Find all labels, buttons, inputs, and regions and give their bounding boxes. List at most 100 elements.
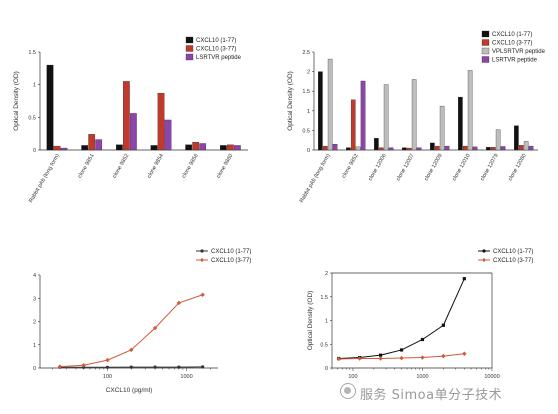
y-tick-label: 0 (33, 366, 36, 372)
bar (53, 145, 61, 151)
bar (192, 142, 200, 151)
bar (458, 96, 463, 151)
bar (227, 144, 234, 151)
data-point (420, 337, 425, 342)
bar (46, 64, 54, 151)
bar (157, 93, 165, 151)
legend-swatch (185, 36, 194, 44)
x-tick-label: clone 12010 (452, 153, 472, 182)
y-tick-label: 2 (307, 70, 310, 76)
data-point (129, 347, 134, 353)
data-point (105, 357, 110, 363)
x-tick-label: clone 9851 (77, 153, 96, 179)
bar-chart-1: 0 0.5 1 1.5 Optical Density (OD) Rabbit pAb (… (13, 36, 248, 204)
bar (150, 145, 158, 151)
bar (402, 147, 407, 151)
x-tick-label: 1000 (416, 374, 428, 380)
x-tick-label: clone 12009 (424, 153, 444, 182)
data-point (105, 365, 110, 369)
bar (60, 147, 68, 151)
x-tick-label: clone 12080 (508, 153, 528, 182)
line-chart-2: 0 0.5 1 1.5 2 100 1000 10000 Optical Density (OD… (307, 249, 533, 380)
bar (185, 144, 193, 151)
x-tick-label: clone 9860 (216, 153, 235, 179)
series-line (59, 294, 203, 368)
wechat-bubble-icon (340, 383, 356, 399)
legend-label: CXCL10 (1-77) (492, 32, 532, 38)
y-tick-label: 0.5 (320, 342, 328, 348)
x-axis-label: CXCL10 (pg/ml) (106, 387, 153, 394)
y-tick-label: 1 (33, 83, 36, 89)
bar (355, 146, 361, 151)
legend-label: CXCL10 (3-77) (492, 41, 532, 47)
data-point (441, 323, 445, 327)
data-point (153, 365, 157, 369)
data-point (462, 277, 466, 281)
legend-label: CXCL10 (1-77) (196, 38, 236, 44)
legend-label: CXCL10 (1-77) (493, 249, 533, 255)
legend-marker (200, 249, 204, 253)
bar (88, 134, 96, 151)
y-tick-label: 0.5 (302, 128, 310, 134)
y-tick-label: 0 (325, 366, 328, 372)
watermark-text: 服务 Simoa单分子技术 (360, 388, 503, 403)
x-tick-label: clone 12006 (368, 153, 388, 182)
bar (500, 146, 506, 151)
bar (472, 146, 478, 151)
data-point (200, 292, 205, 297)
y-tick-label: 0 (33, 148, 36, 154)
bar (434, 145, 440, 151)
bar (123, 81, 130, 151)
data-point (152, 325, 158, 331)
data-point (336, 356, 341, 362)
bar (518, 145, 524, 151)
y-axis-label: Optical Density (OD) (307, 291, 314, 351)
x-tick-label: clone 9854 (146, 153, 165, 179)
bar (383, 84, 389, 151)
x-tick-label: 100 (348, 374, 357, 380)
bar (514, 125, 519, 151)
data-point (201, 365, 205, 369)
legend-label: CXCL10 (1-77) (211, 249, 251, 255)
bar (332, 143, 338, 151)
bar (322, 145, 328, 151)
bar (490, 147, 496, 151)
y-tick-label: 3 (33, 296, 36, 302)
legend-label: LSRTVR peptide (196, 55, 242, 61)
x-tick-label: clone 9852 (341, 153, 360, 179)
bar (130, 113, 137, 151)
legend-swatch (481, 47, 490, 55)
bar (430, 142, 435, 151)
bar (388, 147, 394, 151)
data-point (399, 355, 404, 361)
x-tick-label: Rabbit pAb (long form) (28, 153, 61, 204)
x-tick-label: clone 12079 (480, 153, 500, 182)
bar (411, 79, 417, 151)
series-line (338, 278, 465, 359)
data-point (81, 363, 86, 368)
bar (523, 141, 529, 151)
bar (350, 99, 356, 151)
data-point (176, 300, 182, 306)
legend-label: CXCL10 (3-77) (493, 258, 533, 264)
y-tick-label: 1.5 (28, 50, 36, 56)
x-tick-label: clone 12007 (396, 153, 416, 182)
y-tick-label: 0 (307, 148, 310, 154)
data-point (177, 365, 181, 369)
bar (374, 138, 379, 151)
line-chart-1: 0 1 2 3 4 100 1000 CXCL10 (pg/ml) CXCL10 (1-77) C… (33, 249, 251, 394)
data-point (399, 348, 404, 352)
legend-marker (200, 258, 204, 262)
data-point (57, 364, 63, 369)
legend-swatch (185, 53, 194, 61)
y-axis-label: Optical Density (OD) (287, 71, 294, 131)
legend-swatch (481, 30, 490, 38)
bar (199, 143, 207, 151)
x-tick-label: Rabbit pAb (long form) (299, 153, 332, 204)
bar (444, 145, 450, 151)
y-tick-label: 1 (307, 109, 310, 115)
data-point (379, 353, 383, 357)
bar-chart-2: 0 0.5 1 1.5 2 2.5 Optical Density (OD) Rabbit p… (287, 30, 546, 204)
bar (81, 145, 89, 151)
y-tick-label: 1 (33, 343, 36, 349)
